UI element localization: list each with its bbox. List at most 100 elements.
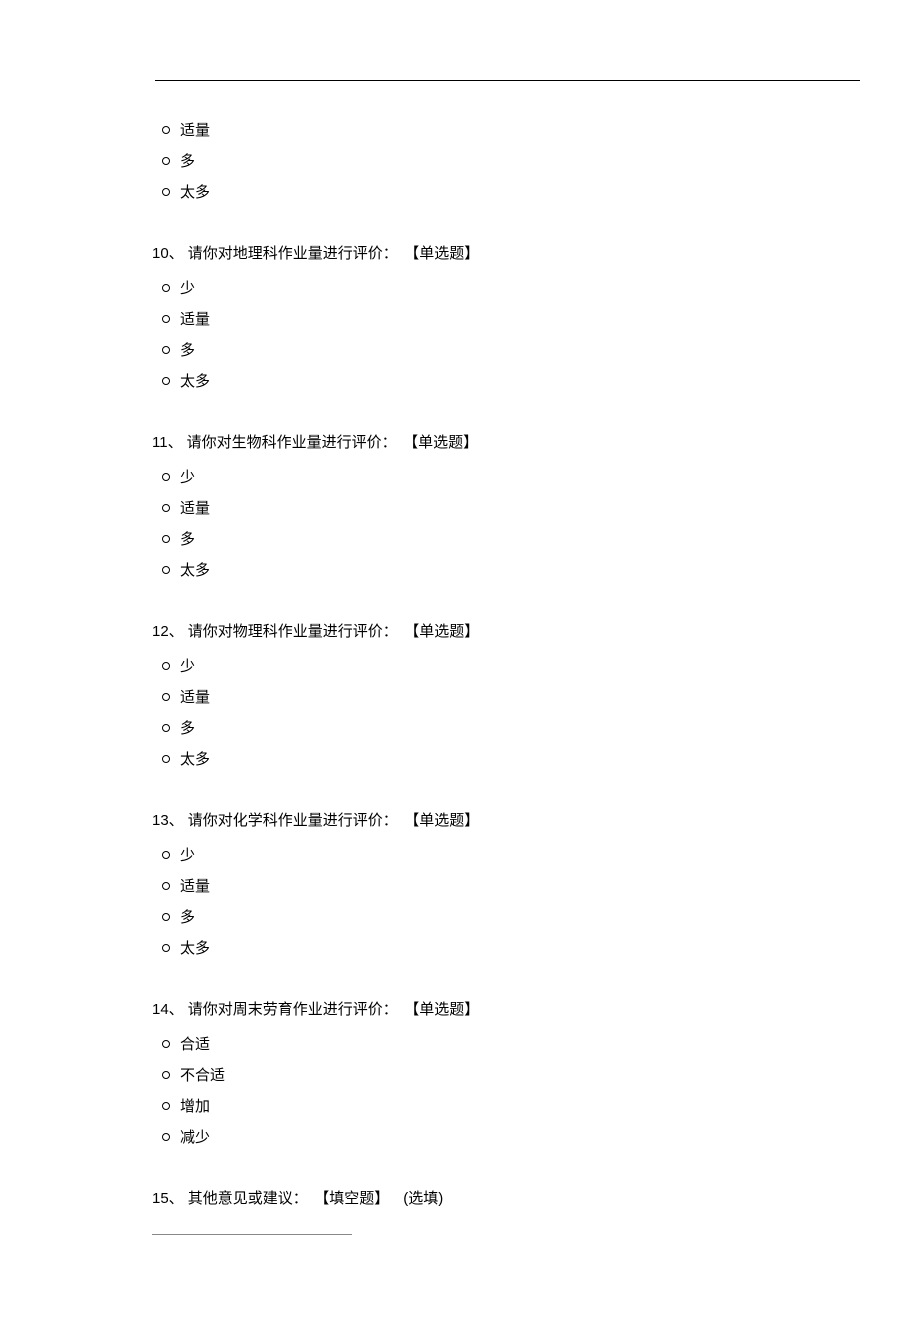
radio-bullet-icon (162, 944, 170, 952)
option-item[interactable]: 适量 (162, 875, 820, 896)
option-label: 多 (180, 528, 195, 549)
radio-bullet-icon (162, 1133, 170, 1141)
option-label: 多 (180, 339, 195, 360)
option-label: 适量 (180, 308, 210, 329)
question-type: 【单选题】 (411, 434, 479, 451)
question-number: 12、 (152, 623, 184, 640)
radio-bullet-icon (162, 724, 170, 732)
question-14: 14、请你对周末劳育作业进行评价： 【单选题】 合适 不合适 增加 减少 (100, 998, 820, 1147)
option-item[interactable]: 少 (162, 655, 820, 676)
options-list: 少 适量 多 太多 (162, 466, 820, 580)
question-type: 【单选题】 (412, 812, 480, 829)
orphan-options-block: 适量 多 太多 (162, 119, 820, 202)
radio-bullet-icon (162, 346, 170, 354)
option-label: 适量 (180, 875, 210, 896)
question-title: 11、请你对生物科作业量进行评价： 【单选题】 (152, 431, 820, 452)
option-label: 太多 (180, 181, 210, 202)
option-item[interactable]: 不合适 (162, 1064, 820, 1085)
radio-bullet-icon (162, 284, 170, 292)
option-item[interactable]: 适量 (162, 119, 820, 140)
option-label: 适量 (180, 119, 210, 140)
option-item[interactable]: 太多 (162, 370, 820, 391)
question-text: 请你对周末劳育作业进行评价： (188, 1001, 398, 1018)
option-item[interactable]: 减少 (162, 1126, 820, 1147)
option-label: 少 (180, 655, 195, 676)
question-title: 13、请你对化学科作业量进行评价： 【单选题】 (152, 809, 820, 830)
option-item[interactable]: 少 (162, 466, 820, 487)
question-type: 【单选题】 (412, 245, 480, 262)
question-text: 请你对生物科作业量进行评价： (187, 434, 397, 451)
radio-bullet-icon (162, 157, 170, 165)
question-optional: (选填) (403, 1190, 443, 1207)
option-label: 多 (180, 906, 195, 927)
option-label: 少 (180, 466, 195, 487)
option-label: 多 (180, 150, 195, 171)
question-text: 其他意见或建议： (188, 1190, 308, 1207)
options-list: 少 适量 多 太多 (162, 277, 820, 391)
question-number: 13、 (152, 812, 184, 829)
option-item[interactable]: 少 (162, 844, 820, 865)
page-container: 适量 多 太多 10、请你对地理科作业量进行评价： 【单选题】 少 适量 (0, 0, 920, 1335)
question-13: 13、请你对化学科作业量进行评价： 【单选题】 少 适量 多 太多 (100, 809, 820, 958)
radio-bullet-icon (162, 913, 170, 921)
radio-bullet-icon (162, 126, 170, 134)
option-label: 减少 (180, 1126, 210, 1147)
question-12: 12、请你对物理科作业量进行评价： 【单选题】 少 适量 多 太多 (100, 620, 820, 769)
question-text: 请你对地理科作业量进行评价： (188, 245, 398, 262)
option-item[interactable]: 太多 (162, 181, 820, 202)
question-text: 请你对物理科作业量进行评价： (188, 623, 398, 640)
question-type: 【单选题】 (412, 1001, 480, 1018)
radio-bullet-icon (162, 851, 170, 859)
radio-bullet-icon (162, 1102, 170, 1110)
option-item[interactable]: 太多 (162, 559, 820, 580)
question-15: 15、其他意见或建议：【填空题】(选填) (100, 1187, 820, 1235)
header-rule-line (155, 80, 860, 81)
option-label: 适量 (180, 497, 210, 518)
option-item[interactable]: 多 (162, 717, 820, 738)
option-item[interactable]: 多 (162, 906, 820, 927)
option-item[interactable]: 少 (162, 277, 820, 298)
option-item[interactable]: 多 (162, 150, 820, 171)
radio-bullet-icon (162, 504, 170, 512)
option-label: 太多 (180, 748, 210, 769)
option-label: 合适 (180, 1033, 210, 1054)
question-type: 【单选题】 (412, 623, 480, 640)
options-list: 合适 不合适 增加 减少 (162, 1033, 820, 1147)
radio-bullet-icon (162, 1071, 170, 1079)
radio-bullet-icon (162, 662, 170, 670)
option-label: 少 (180, 277, 195, 298)
question-title: 15、其他意见或建议：【填空题】(选填) (152, 1187, 820, 1208)
option-label: 多 (180, 717, 195, 738)
option-item[interactable]: 合适 (162, 1033, 820, 1054)
question-number: 11、 (152, 434, 183, 451)
option-label: 少 (180, 844, 195, 865)
question-number: 10、 (152, 245, 184, 262)
radio-bullet-icon (162, 188, 170, 196)
option-item[interactable]: 太多 (162, 748, 820, 769)
radio-bullet-icon (162, 693, 170, 701)
question-text: 请你对化学科作业量进行评价： (188, 812, 398, 829)
fill-in-blank-line[interactable] (152, 1234, 352, 1235)
option-item[interactable]: 多 (162, 528, 820, 549)
radio-bullet-icon (162, 315, 170, 323)
question-title: 12、请你对物理科作业量进行评价： 【单选题】 (152, 620, 820, 641)
question-10: 10、请你对地理科作业量进行评价： 【单选题】 少 适量 多 太多 (100, 242, 820, 391)
question-11: 11、请你对生物科作业量进行评价： 【单选题】 少 适量 多 太多 (100, 431, 820, 580)
option-label: 增加 (180, 1095, 210, 1116)
question-title: 10、请你对地理科作业量进行评价： 【单选题】 (152, 242, 820, 263)
options-list: 少 适量 多 太多 (162, 655, 820, 769)
option-label: 太多 (180, 370, 210, 391)
option-label: 适量 (180, 686, 210, 707)
option-item[interactable]: 适量 (162, 686, 820, 707)
option-item[interactable]: 适量 (162, 497, 820, 518)
option-label: 太多 (180, 937, 210, 958)
option-label: 不合适 (180, 1064, 225, 1085)
radio-bullet-icon (162, 473, 170, 481)
question-title: 14、请你对周末劳育作业进行评价： 【单选题】 (152, 998, 820, 1019)
question-type: 【填空题】 (322, 1190, 390, 1207)
option-item[interactable]: 太多 (162, 937, 820, 958)
question-number: 14、 (152, 1001, 184, 1018)
option-item[interactable]: 多 (162, 339, 820, 360)
option-item[interactable]: 增加 (162, 1095, 820, 1116)
option-item[interactable]: 适量 (162, 308, 820, 329)
